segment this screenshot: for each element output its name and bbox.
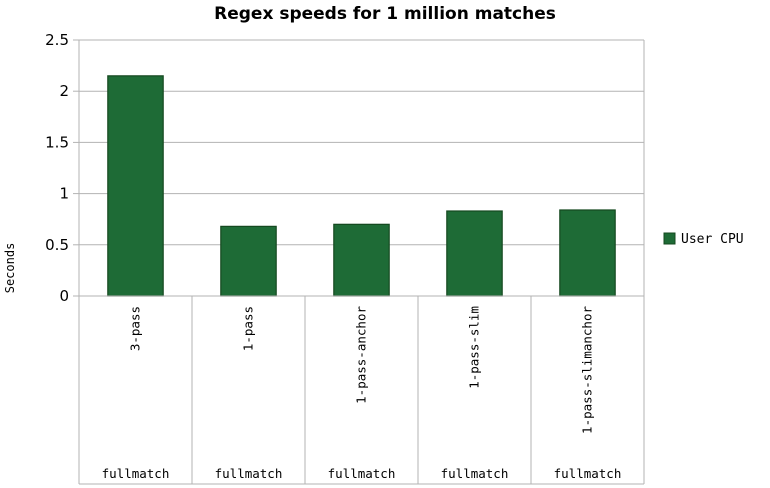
x-tick-label: 1-pass-slimanchor — [580, 306, 595, 434]
legend: User CPU — [663, 232, 744, 247]
legend-swatch — [663, 232, 676, 245]
y-tick-label: 1 — [59, 185, 69, 203]
y-axis-label: Seconds — [3, 243, 17, 294]
group-label: fullmatch — [328, 466, 396, 481]
bar-1-pass — [220, 225, 277, 297]
x-tick-label: 1-pass-slim — [467, 306, 482, 389]
x-tick-label: 1-pass — [241, 306, 256, 351]
axes — [73, 39, 645, 485]
y-tick-label: 0.5 — [45, 236, 69, 254]
y-tick-label: 2 — [59, 82, 69, 100]
bar-1-pass-anchor — [333, 223, 390, 297]
x-tick-label: 1-pass-anchor — [354, 306, 369, 404]
y-tick-label: 2.5 — [45, 31, 69, 49]
bar-1-pass-slim — [446, 210, 503, 297]
tick-labels: 0 0.5 1 1.5 2 2.5 3-pass fullmatch 1-pass fullmat… — [45, 31, 621, 481]
bar-3-pass — [107, 75, 164, 297]
group-label: fullmatch — [215, 466, 283, 481]
x-tick-label: 3-pass — [128, 306, 143, 351]
legend-label: User CPU — [681, 232, 744, 247]
y-tick-label: 1.5 — [45, 133, 69, 151]
group-label: fullmatch — [554, 466, 622, 481]
bars — [107, 75, 616, 297]
bar-1-pass-slimanchor — [559, 209, 616, 297]
group-label: fullmatch — [441, 466, 509, 481]
y-tick-label: 0 — [59, 287, 69, 305]
chart-title: Regex speeds for 1 million matches — [214, 4, 556, 24]
group-label: fullmatch — [102, 466, 170, 481]
